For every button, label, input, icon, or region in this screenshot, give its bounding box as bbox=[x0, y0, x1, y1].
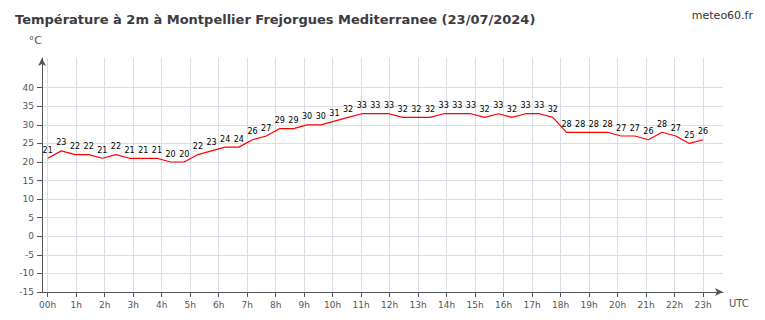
svg-text:19h: 19h bbox=[581, 300, 598, 310]
svg-text:23: 23 bbox=[206, 138, 216, 147]
svg-text:33: 33 bbox=[466, 101, 476, 110]
svg-text:32: 32 bbox=[398, 105, 408, 114]
svg-text:3h: 3h bbox=[127, 300, 138, 310]
svg-text:00h: 00h bbox=[39, 300, 56, 310]
svg-text:28: 28 bbox=[602, 120, 612, 129]
svg-text:32: 32 bbox=[507, 105, 517, 114]
svg-text:24: 24 bbox=[234, 135, 244, 144]
svg-text:meteo60.fr: meteo60.fr bbox=[692, 9, 754, 22]
svg-text:30: 30 bbox=[23, 120, 35, 130]
svg-text:32: 32 bbox=[343, 105, 353, 114]
svg-text:15: 15 bbox=[23, 176, 34, 186]
svg-text:30: 30 bbox=[302, 112, 312, 121]
svg-text:26: 26 bbox=[247, 127, 257, 136]
svg-text:33: 33 bbox=[452, 101, 462, 110]
svg-text:27: 27 bbox=[630, 124, 640, 133]
svg-text:14h: 14h bbox=[438, 300, 455, 310]
svg-text:23: 23 bbox=[56, 138, 66, 147]
svg-text:32: 32 bbox=[425, 105, 435, 114]
svg-text:6h: 6h bbox=[213, 300, 224, 310]
svg-text:16h: 16h bbox=[495, 300, 512, 310]
svg-text:33: 33 bbox=[370, 101, 380, 110]
svg-text:22: 22 bbox=[84, 142, 94, 151]
svg-text:-15: -15 bbox=[19, 287, 34, 297]
svg-text:21: 21 bbox=[152, 146, 162, 155]
svg-text:26: 26 bbox=[643, 127, 653, 136]
svg-text:15h: 15h bbox=[467, 300, 484, 310]
svg-text:11h: 11h bbox=[353, 300, 370, 310]
svg-text:8h: 8h bbox=[270, 300, 281, 310]
svg-text:20: 20 bbox=[165, 150, 175, 159]
svg-text:27: 27 bbox=[671, 124, 681, 133]
svg-text:33: 33 bbox=[439, 101, 449, 110]
svg-text:33: 33 bbox=[357, 101, 367, 110]
svg-text:-5: -5 bbox=[25, 250, 34, 260]
svg-text:33: 33 bbox=[493, 101, 503, 110]
svg-text:33: 33 bbox=[534, 101, 544, 110]
svg-text:35: 35 bbox=[23, 101, 34, 111]
svg-text:22: 22 bbox=[111, 142, 121, 151]
svg-text:20: 20 bbox=[179, 150, 189, 159]
svg-text:31: 31 bbox=[329, 109, 339, 118]
svg-text:40: 40 bbox=[23, 83, 35, 93]
svg-text:33: 33 bbox=[520, 101, 530, 110]
svg-text:22h: 22h bbox=[666, 300, 683, 310]
svg-text:32: 32 bbox=[480, 105, 490, 114]
svg-text:32: 32 bbox=[548, 105, 558, 114]
svg-text:°C: °C bbox=[29, 34, 43, 47]
svg-text:28: 28 bbox=[575, 120, 585, 129]
svg-text:10: 10 bbox=[23, 194, 35, 204]
svg-text:28: 28 bbox=[561, 120, 571, 129]
svg-text:32: 32 bbox=[411, 105, 421, 114]
svg-text:25: 25 bbox=[23, 138, 34, 148]
svg-text:18h: 18h bbox=[552, 300, 569, 310]
svg-text:UTC: UTC bbox=[729, 298, 749, 309]
svg-text:4h: 4h bbox=[156, 300, 167, 310]
svg-text:5h: 5h bbox=[184, 300, 195, 310]
svg-text:12h: 12h bbox=[381, 300, 398, 310]
svg-text:20: 20 bbox=[23, 157, 35, 167]
svg-text:23h: 23h bbox=[694, 300, 711, 310]
svg-text:29: 29 bbox=[288, 116, 298, 125]
svg-text:26: 26 bbox=[698, 127, 708, 136]
svg-text:33: 33 bbox=[384, 101, 394, 110]
svg-text:1h: 1h bbox=[70, 300, 81, 310]
svg-text:7h: 7h bbox=[241, 300, 252, 310]
svg-text:24: 24 bbox=[220, 135, 230, 144]
svg-text:28: 28 bbox=[589, 120, 599, 129]
svg-text:30: 30 bbox=[316, 112, 326, 121]
svg-text:22: 22 bbox=[193, 142, 203, 151]
svg-text:20h: 20h bbox=[609, 300, 626, 310]
svg-text:10h: 10h bbox=[324, 300, 341, 310]
svg-text:5: 5 bbox=[28, 213, 34, 223]
svg-text:-10: -10 bbox=[19, 268, 34, 278]
svg-text:21: 21 bbox=[125, 146, 135, 155]
svg-text:21h: 21h bbox=[637, 300, 654, 310]
svg-text:27: 27 bbox=[261, 124, 271, 133]
svg-text:0: 0 bbox=[28, 231, 34, 241]
svg-text:22: 22 bbox=[70, 142, 80, 151]
svg-text:21: 21 bbox=[43, 146, 53, 155]
svg-text:Température à 2m à Montpellier: Température à 2m à Montpellier Frejorgue… bbox=[15, 12, 535, 27]
svg-text:21: 21 bbox=[97, 146, 107, 155]
svg-text:9h: 9h bbox=[298, 300, 309, 310]
svg-text:25: 25 bbox=[684, 131, 694, 140]
svg-text:21: 21 bbox=[138, 146, 148, 155]
svg-text:17h: 17h bbox=[524, 300, 541, 310]
svg-text:28: 28 bbox=[657, 120, 667, 129]
svg-text:29: 29 bbox=[275, 116, 285, 125]
svg-text:2h: 2h bbox=[99, 300, 110, 310]
svg-text:27: 27 bbox=[616, 124, 626, 133]
svg-text:13h: 13h bbox=[410, 300, 427, 310]
